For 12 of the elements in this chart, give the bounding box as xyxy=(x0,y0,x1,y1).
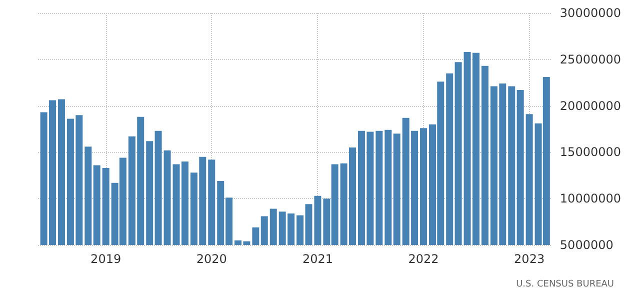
x-tick-label: 2022 xyxy=(408,252,439,266)
x-tick-label: 2021 xyxy=(302,252,333,266)
y-tick-label: 10000000 xyxy=(560,192,621,206)
text: U.S. CENSUS BUREAU xyxy=(516,280,614,290)
y-tick-label: 25000000 xyxy=(560,52,621,66)
x-tick-label: 2023 xyxy=(514,252,545,266)
x-tick-label: 2020 xyxy=(196,252,227,266)
y-tick-label: 20000000 xyxy=(560,98,621,113)
y-tick-label: 30000000 xyxy=(560,6,621,20)
y-tick-label: 15000000 xyxy=(560,145,621,160)
y-tick-label: 5000000 xyxy=(560,238,614,252)
x-tick-label: 2019 xyxy=(90,252,122,266)
